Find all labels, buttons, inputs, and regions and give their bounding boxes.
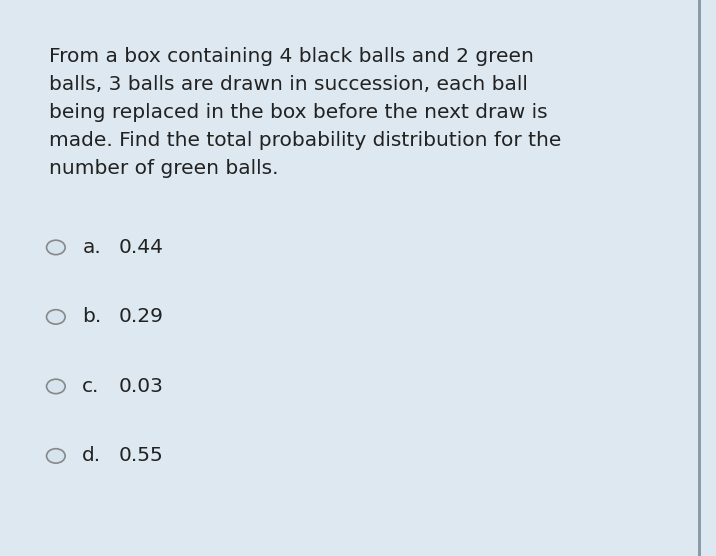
FancyBboxPatch shape [698, 0, 701, 556]
Circle shape [47, 240, 65, 255]
Circle shape [47, 310, 65, 324]
Text: 0.03: 0.03 [118, 377, 163, 396]
Text: 0.44: 0.44 [118, 238, 163, 257]
Circle shape [47, 449, 65, 463]
Text: b.: b. [82, 307, 102, 326]
Text: d.: d. [82, 446, 102, 465]
Text: From a box containing 4 black balls and 2 green
balls, 3 balls are drawn in succ: From a box containing 4 black balls and … [49, 47, 561, 178]
Circle shape [47, 379, 65, 394]
Text: a.: a. [82, 238, 101, 257]
Text: 0.29: 0.29 [118, 307, 163, 326]
Text: c.: c. [82, 377, 100, 396]
Text: 0.55: 0.55 [118, 446, 163, 465]
